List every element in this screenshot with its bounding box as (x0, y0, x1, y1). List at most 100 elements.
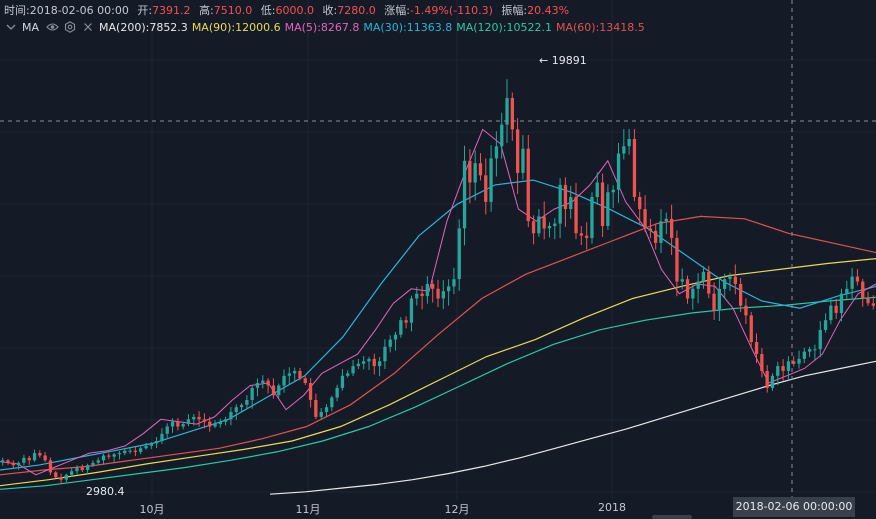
candle-body (208, 421, 212, 427)
candle-body (632, 139, 637, 197)
open-info: 开:7391.2 (137, 4, 190, 17)
candle-body (717, 288, 721, 311)
candle-body (696, 281, 700, 289)
change-info: 涨幅:-1.49%(-110.3) (384, 4, 493, 17)
candle-body (335, 387, 339, 398)
candle-body (723, 279, 727, 289)
candle-body (574, 197, 578, 234)
candle-body (595, 182, 599, 197)
close-icon[interactable] (81, 20, 95, 34)
indicator-name: MA (22, 20, 40, 34)
candle-body (611, 189, 615, 193)
candle-body (123, 450, 127, 454)
candle-body (484, 175, 488, 202)
low-info: 低:6000.0 (261, 4, 314, 17)
candle-body (547, 226, 552, 229)
candle-body (441, 291, 445, 299)
candle-body (372, 358, 376, 367)
candle-body (839, 293, 844, 313)
candle-body (91, 462, 95, 466)
time-info: 时间:2018-02-06 00:00 (4, 4, 129, 17)
x-tick-label: 10月 (139, 503, 165, 516)
x-tick-label: 2018 (598, 501, 626, 514)
candle-body (399, 320, 403, 335)
scroll-handle[interactable] (652, 515, 692, 519)
candle-body (638, 197, 642, 210)
candle-body (516, 129, 520, 173)
time-value: 2018-02-06 00:00 (29, 4, 129, 17)
candle-body (261, 380, 265, 383)
candle-body (362, 361, 366, 364)
candle-body (802, 351, 806, 359)
candle-body (770, 375, 775, 388)
candle-body (871, 303, 875, 306)
candle-body (473, 163, 477, 183)
candle-body (478, 163, 483, 176)
candle-body (378, 361, 382, 367)
candle-body (22, 457, 26, 463)
ma120-label: MA(120):10522.1 (456, 20, 552, 34)
peak-annotation: ← 19891 (539, 54, 587, 67)
candle-body (792, 361, 796, 364)
eye-icon[interactable] (45, 20, 59, 34)
candle-body (425, 284, 429, 297)
open-label: 开: (137, 4, 153, 17)
candle-body (813, 349, 817, 351)
x-tick-label: 12月 (444, 503, 470, 516)
candle-body (855, 276, 860, 282)
candle-body (43, 455, 47, 461)
candle-body (293, 371, 297, 374)
candle-body (648, 228, 652, 231)
candle-body (27, 457, 31, 461)
candle-body (569, 197, 573, 210)
candle-body (685, 279, 690, 299)
close-info: 收:7280.0 (323, 4, 376, 17)
candle-body (797, 358, 801, 364)
candle-body (845, 288, 849, 294)
candle-body (133, 450, 137, 452)
candle-body (728, 276, 732, 280)
candle-body (155, 441, 159, 444)
low-value: 6000.0 (275, 4, 315, 17)
candle-body (510, 98, 514, 130)
candle-body (616, 153, 621, 190)
candle-body (250, 387, 254, 400)
candle-body (733, 276, 737, 284)
candle-body (834, 305, 838, 313)
gear-icon[interactable] (63, 20, 77, 34)
candle-body (186, 419, 191, 425)
candle-body (314, 400, 318, 417)
amplitude-value: 20.43% (527, 4, 570, 17)
chart-grid (0, 0, 876, 499)
chevron-down-icon[interactable] (4, 20, 18, 34)
candlestick-chart[interactable] (0, 0, 876, 499)
candle-body (112, 454, 116, 457)
candle-body (462, 160, 467, 229)
crosshair-date-label: 2018-02-06 00:00:00 (733, 497, 855, 517)
candle-body (388, 339, 392, 347)
low-annotation: 2980.4 (86, 485, 125, 498)
candle-body (367, 358, 371, 362)
candle-body (494, 146, 499, 159)
x-tick-label: 11月 (295, 503, 321, 516)
candle-body (829, 305, 833, 321)
candle-body (558, 184, 562, 224)
candle-body (739, 284, 743, 306)
candle-body (754, 342, 759, 355)
candle-body (11, 462, 15, 466)
high-info: 高:7510.0 (199, 4, 252, 17)
candle-body (436, 288, 440, 299)
candle-body (54, 472, 58, 478)
candle-body (627, 139, 631, 147)
candle-body (409, 298, 414, 323)
candle-body (181, 424, 185, 427)
amplitude-info: 振幅:20.43% (501, 4, 569, 17)
candles (1, 79, 875, 484)
ohlc-info-bar: 时间:2018-02-06 00:00 开:7391.2 高:7510.0 低:… (4, 2, 569, 18)
candle-body (266, 380, 270, 386)
candle-body (224, 419, 228, 422)
candle-body (861, 281, 865, 299)
candle-body (664, 218, 668, 222)
candle-body (160, 433, 164, 441)
candle-body (579, 233, 583, 236)
